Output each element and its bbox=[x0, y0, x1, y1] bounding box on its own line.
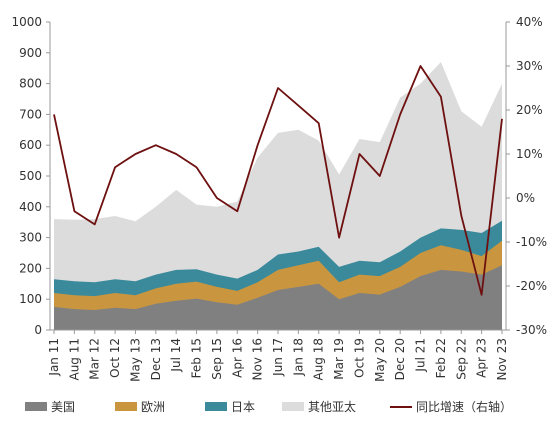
legend: 美国 欧洲 日本 其他亚太 同比增速（右轴） bbox=[25, 399, 512, 414]
left-tick-label: 300 bbox=[19, 231, 42, 245]
legend-swatch bbox=[25, 402, 47, 411]
right-tick-label: -20% bbox=[516, 279, 547, 293]
x-tick-label: Jan 18 bbox=[291, 338, 305, 377]
growth-rate-line bbox=[53, 65, 503, 296]
x-tick-label: Sep 22 bbox=[454, 338, 468, 380]
left-tick-label: 700 bbox=[19, 107, 42, 121]
x-tick-label: Jul 21 bbox=[414, 338, 428, 373]
x-axis-ticks: Jan 11 Aug 11 Mar 12 Oct 12 May 13 Dec 13 Jul … bbox=[47, 330, 509, 382]
x-tick-label: Feb 22 bbox=[434, 338, 448, 378]
right-tick-label: 20% bbox=[516, 103, 543, 117]
stacked-areas bbox=[54, 62, 502, 330]
legend-swatch bbox=[282, 402, 304, 411]
legend-item-3: 其他亚太 bbox=[282, 399, 356, 414]
x-tick-label: Aug 11 bbox=[67, 338, 81, 381]
x-tick-label: Apr 16 bbox=[230, 338, 244, 378]
right-tick-label: -30% bbox=[516, 323, 547, 337]
legend-label: 同比增速（右轴） bbox=[416, 399, 512, 414]
left-axis-ticks: 0 100 200 300 400 500 600 700 800 900 1000 bbox=[11, 15, 50, 337]
x-tick-label: May 13 bbox=[129, 338, 143, 382]
growth-line-layer bbox=[53, 65, 503, 296]
x-tick-label: Oct 12 bbox=[108, 338, 122, 378]
right-tick-label: 0% bbox=[516, 191, 535, 205]
area-series-0 bbox=[54, 265, 502, 330]
x-tick-label: Jun 17 bbox=[271, 338, 285, 377]
x-tick-label: Jul 14 bbox=[169, 338, 183, 373]
legend-item-4: 同比增速（右轴） bbox=[390, 399, 512, 414]
x-tick-label: Mar 12 bbox=[88, 338, 102, 380]
x-tick-label: Mar 19 bbox=[332, 338, 346, 380]
x-tick-label: Oct 19 bbox=[353, 338, 367, 378]
left-tick-label: 800 bbox=[19, 77, 42, 91]
left-tick-label: 900 bbox=[19, 46, 42, 60]
legend-swatch bbox=[115, 402, 137, 411]
legend-label: 美国 bbox=[51, 400, 75, 414]
x-tick-label: Nov 16 bbox=[251, 338, 265, 381]
x-tick-label: Aug 18 bbox=[312, 338, 326, 381]
x-tick-label: Dec 13 bbox=[149, 338, 163, 380]
x-tick-label: Jan 11 bbox=[47, 338, 61, 377]
x-tick-label: Nov 23 bbox=[495, 338, 509, 381]
left-tick-label: 1000 bbox=[11, 15, 42, 29]
x-tick-label: Dec 20 bbox=[393, 338, 407, 380]
right-tick-label: 30% bbox=[516, 59, 543, 73]
legend-item-1: 欧洲 bbox=[115, 400, 165, 414]
left-tick-label: 100 bbox=[19, 292, 42, 306]
legend-label: 其他亚太 bbox=[308, 399, 356, 414]
right-axis-ticks: -30% -20% -10% 0% 10% 20% 30% 40% bbox=[506, 15, 547, 337]
x-tick-label: May 20 bbox=[373, 338, 387, 382]
legend-label: 欧洲 bbox=[141, 400, 165, 414]
left-tick-label: 500 bbox=[19, 169, 42, 183]
right-tick-label: 10% bbox=[516, 147, 543, 161]
legend-item-2: 日本 bbox=[205, 400, 255, 414]
legend-swatch bbox=[205, 402, 227, 411]
left-tick-label: 200 bbox=[19, 261, 42, 275]
legend-label: 日本 bbox=[231, 400, 255, 414]
left-tick-label: 600 bbox=[19, 138, 42, 152]
x-tick-label: Sep 15 bbox=[210, 338, 224, 380]
left-tick-label: 0 bbox=[34, 323, 42, 337]
x-tick-label: Feb 15 bbox=[190, 338, 204, 378]
x-tick-label: Apr 23 bbox=[475, 338, 489, 378]
left-tick-label: 400 bbox=[19, 200, 42, 214]
right-tick-label: -10% bbox=[516, 235, 547, 249]
right-tick-label: 40% bbox=[516, 15, 543, 29]
legend-item-0: 美国 bbox=[25, 400, 75, 414]
